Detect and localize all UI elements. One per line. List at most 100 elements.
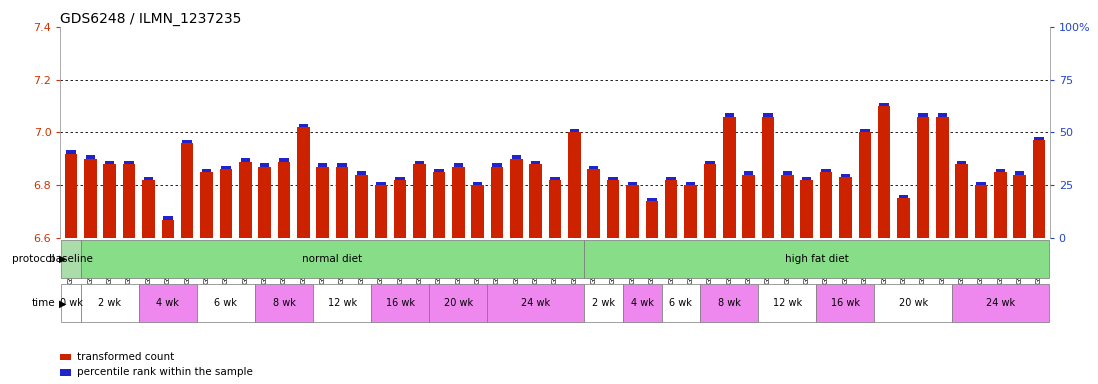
Bar [955,164,968,238]
Text: percentile rank within the sample: percentile rank within the sample [77,367,253,377]
Bar [701,284,759,323]
Bar [1033,141,1045,238]
Text: 24 wk: 24 wk [522,298,550,308]
Bar [161,220,175,238]
Bar [81,240,584,278]
Bar [337,163,347,167]
Bar [587,169,600,238]
Bar [258,167,271,238]
Bar [240,158,250,162]
Bar [434,169,444,172]
Bar [65,154,77,238]
Bar [531,161,540,164]
Bar [491,167,503,238]
Bar [181,143,193,238]
Bar [607,180,619,238]
Bar [879,103,889,106]
Text: transformed count: transformed count [77,352,175,362]
Bar [316,167,329,238]
Bar [105,161,114,164]
Bar [744,171,753,175]
Bar [124,161,134,164]
Bar [86,156,96,159]
Text: 12 wk: 12 wk [327,298,357,308]
Bar [874,284,952,323]
Bar [371,284,429,323]
Text: 24 wk: 24 wk [986,298,1015,308]
Bar [61,284,81,323]
Bar [975,185,987,238]
Bar [220,169,232,238]
Bar [705,161,715,164]
Bar [1013,175,1026,238]
Bar [589,166,598,169]
Bar [85,159,97,238]
Bar [473,182,482,185]
Bar [684,185,697,238]
Bar [374,185,388,238]
Bar [952,284,1049,323]
Bar [144,177,154,180]
Text: protocol: protocol [12,254,55,264]
Bar [299,124,309,127]
Bar [976,182,986,185]
Bar [81,284,138,323]
Text: baseline: baseline [49,254,93,264]
Text: 2 wk: 2 wk [592,298,615,308]
Bar [433,172,445,238]
Bar [626,185,639,238]
Bar [800,180,813,238]
Text: high fat diet: high fat diet [785,254,849,264]
Text: 8 wk: 8 wk [718,298,741,308]
Bar [759,284,817,323]
Bar [279,158,289,162]
Bar [817,284,874,323]
Bar [142,180,155,238]
Bar [897,199,910,238]
Bar [529,164,542,238]
Bar [704,164,716,238]
Bar [783,171,792,175]
Text: 8 wk: 8 wk [272,298,295,308]
Bar [938,113,946,117]
Bar [839,177,852,238]
Bar [278,162,290,238]
Text: 6 wk: 6 wk [214,298,237,308]
Bar [336,167,348,238]
Bar [821,169,831,172]
Bar [202,169,211,172]
Bar [608,177,618,180]
Bar [860,129,870,132]
Bar [722,117,736,238]
Bar [841,174,850,177]
Bar [918,113,928,117]
Text: 2 wk: 2 wk [98,298,121,308]
Text: 4 wk: 4 wk [630,298,653,308]
Bar [666,177,676,180]
Bar [239,162,251,238]
Bar [1034,137,1044,141]
Bar [453,163,463,167]
Text: 6 wk: 6 wk [670,298,693,308]
Bar [665,180,677,238]
Bar [164,216,172,220]
Bar [61,240,81,278]
Bar [138,284,197,323]
Bar [221,166,231,169]
Bar [661,284,701,323]
Bar [996,169,1005,172]
Bar [123,164,135,238]
Bar [492,163,502,167]
Bar [197,284,255,323]
Bar [647,198,657,201]
Bar [452,167,464,238]
Text: 0 wk: 0 wk [59,298,82,308]
Text: 20 wk: 20 wk [898,298,928,308]
Bar [820,172,832,238]
Text: 4 wk: 4 wk [156,298,179,308]
Text: GDS6248 / ILMN_1237235: GDS6248 / ILMN_1237235 [60,12,242,26]
Bar [255,284,313,323]
Bar [377,182,385,185]
Bar [413,164,426,238]
Bar [584,284,623,323]
